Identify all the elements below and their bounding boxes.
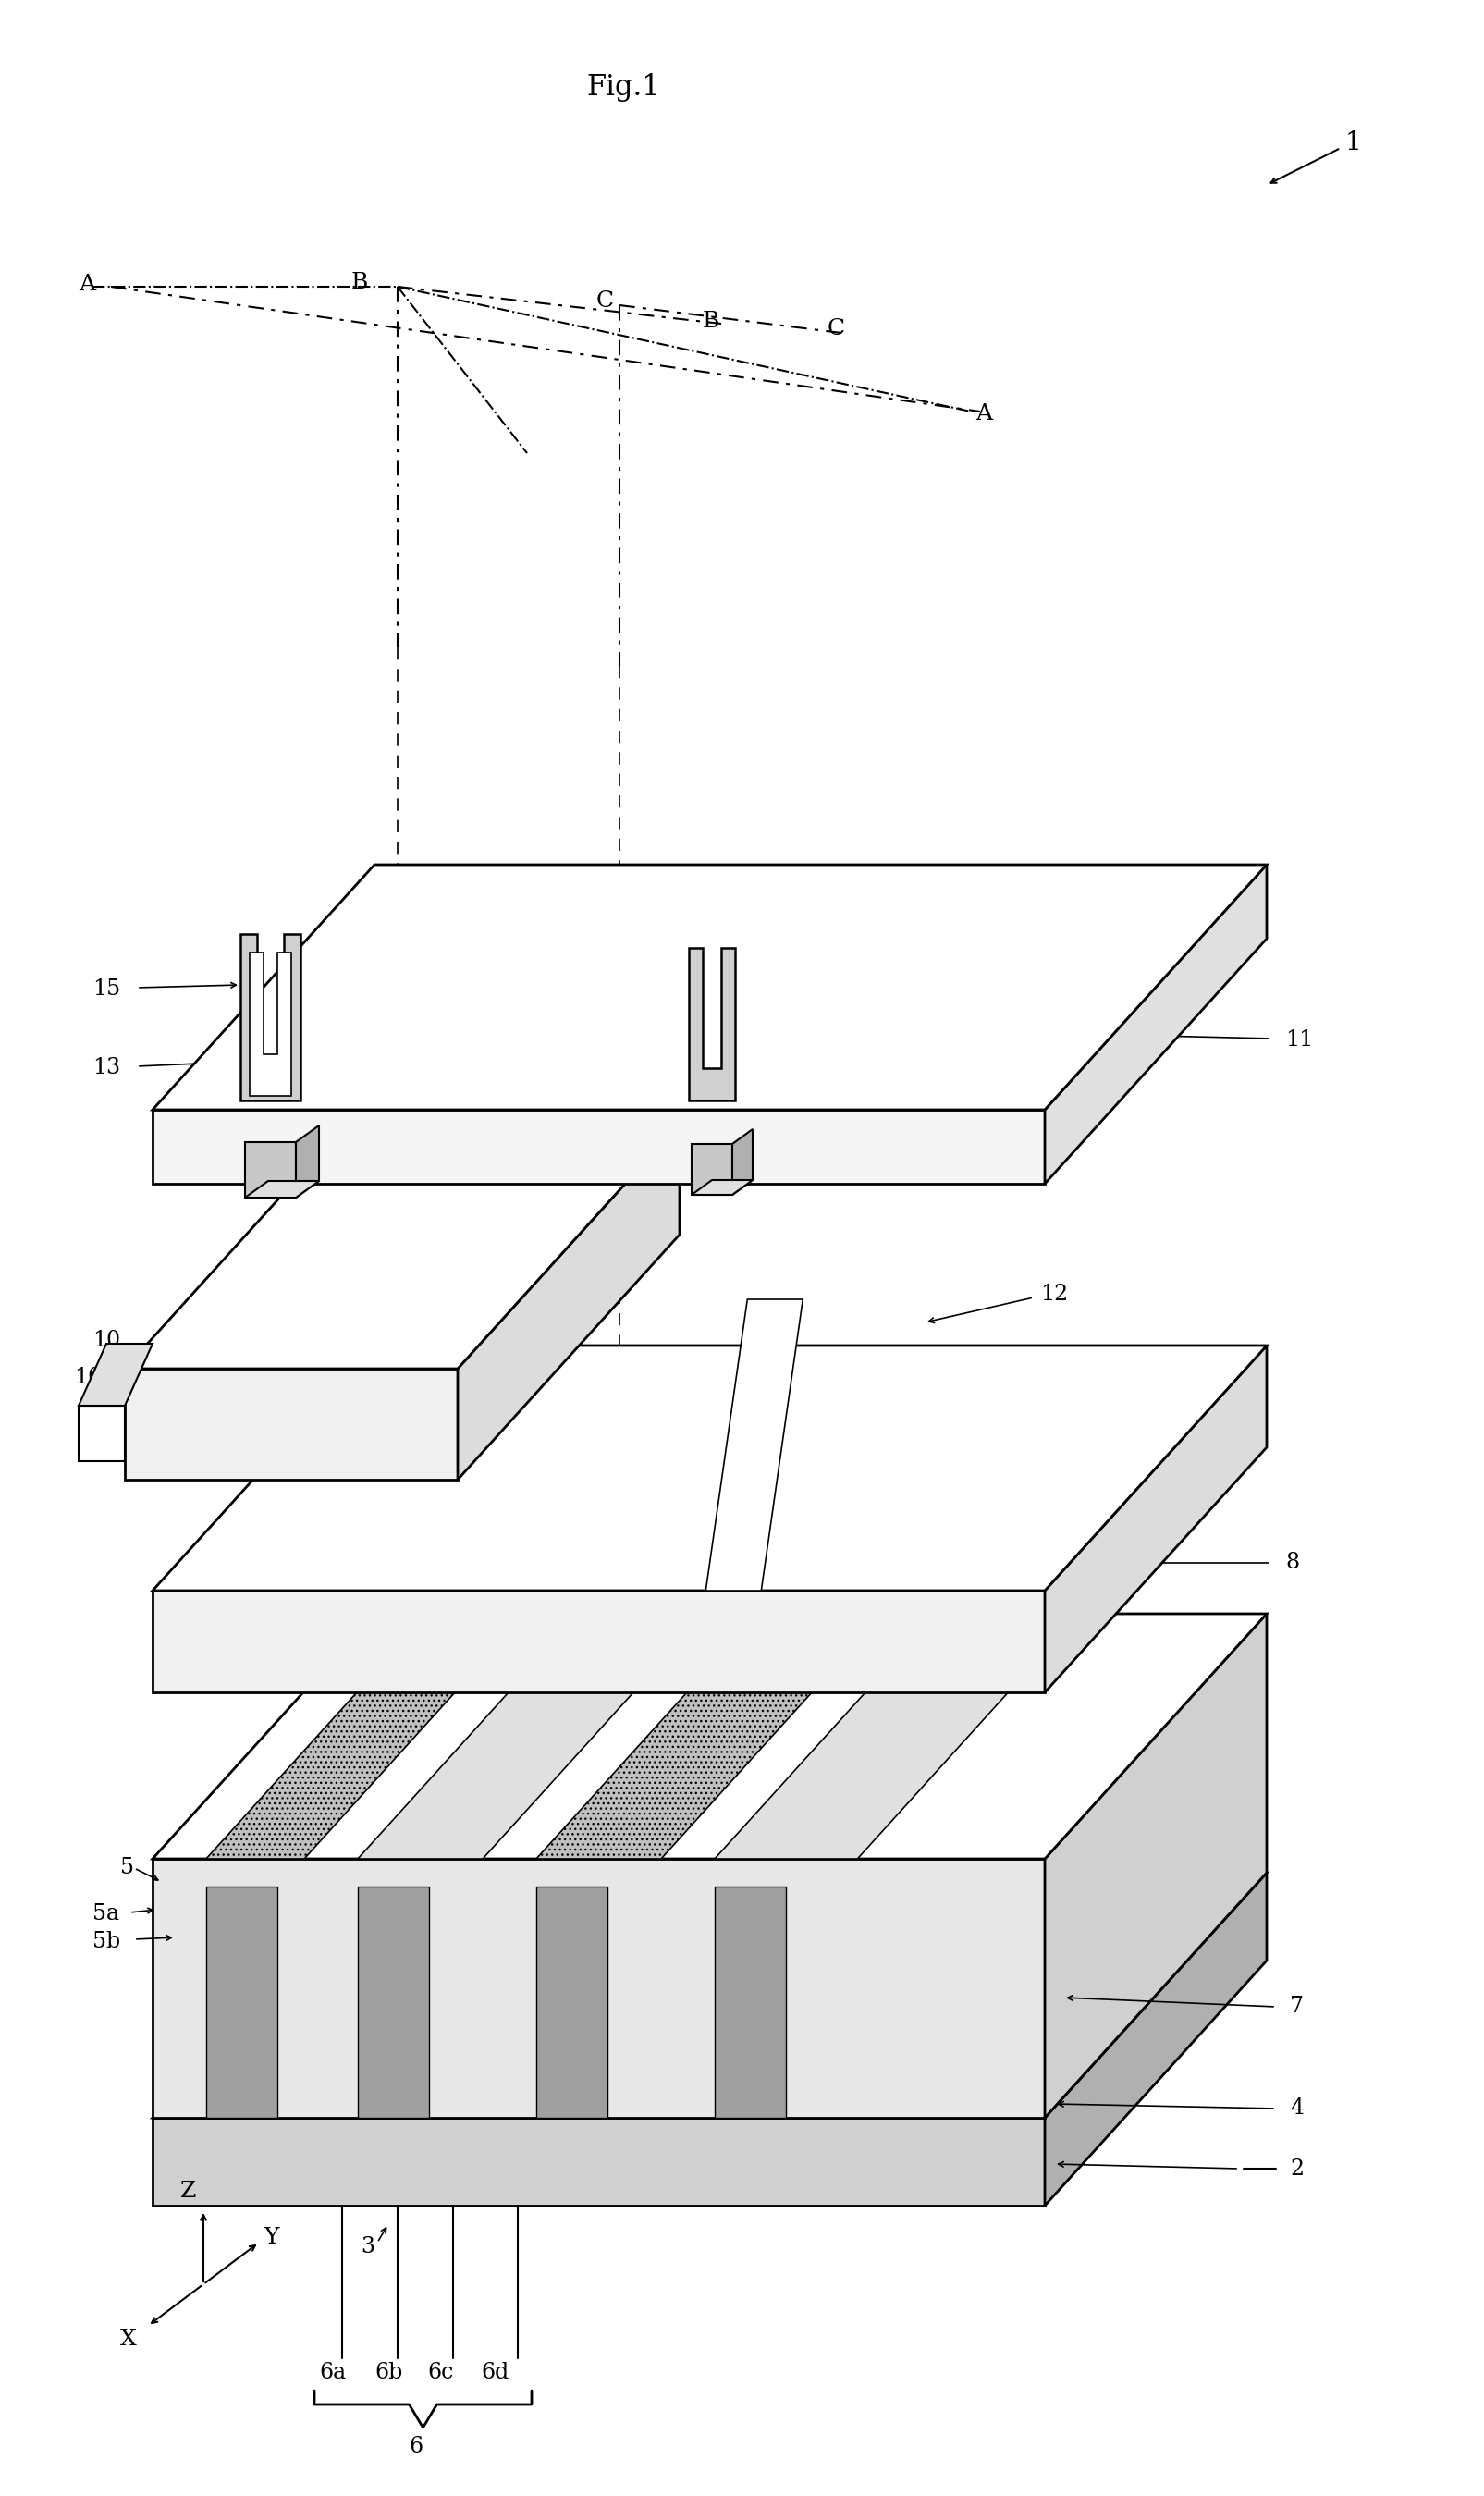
Text: A: A bbox=[975, 404, 991, 424]
Polygon shape bbox=[153, 2117, 1045, 2206]
Text: 11: 11 bbox=[1285, 1031, 1312, 1051]
Polygon shape bbox=[358, 1887, 429, 2117]
Polygon shape bbox=[295, 1126, 319, 1198]
Text: 9y: 9y bbox=[822, 1505, 849, 1528]
Polygon shape bbox=[536, 1615, 883, 1860]
Polygon shape bbox=[1045, 864, 1266, 1183]
Text: 5b: 5b bbox=[92, 1932, 120, 1952]
Text: 6: 6 bbox=[408, 2436, 423, 2456]
Text: 3: 3 bbox=[361, 2236, 374, 2259]
Text: 5d: 5d bbox=[332, 1802, 361, 1822]
Polygon shape bbox=[240, 934, 300, 1101]
Polygon shape bbox=[249, 953, 291, 1096]
Text: 9x: 9x bbox=[804, 1597, 830, 1620]
Polygon shape bbox=[153, 1345, 1266, 1590]
Text: 9: 9 bbox=[879, 1562, 892, 1582]
Polygon shape bbox=[206, 1615, 525, 1860]
Polygon shape bbox=[245, 1181, 319, 1198]
Text: Z: Z bbox=[180, 2182, 196, 2201]
Polygon shape bbox=[536, 1887, 607, 2117]
Text: A: A bbox=[79, 275, 95, 295]
Text: Fig.1: Fig.1 bbox=[586, 72, 660, 102]
Polygon shape bbox=[692, 1181, 752, 1196]
Text: C: C bbox=[827, 319, 844, 339]
Polygon shape bbox=[358, 1615, 705, 1860]
Polygon shape bbox=[79, 1405, 125, 1460]
Text: 4: 4 bbox=[1290, 2097, 1303, 2119]
Polygon shape bbox=[732, 1128, 752, 1196]
Polygon shape bbox=[125, 1123, 680, 1368]
Text: C: C bbox=[597, 292, 614, 312]
Text: 7: 7 bbox=[1290, 1997, 1303, 2017]
Text: 10: 10 bbox=[92, 1330, 120, 1350]
Polygon shape bbox=[153, 1590, 1045, 1692]
Text: 6c: 6c bbox=[427, 2361, 453, 2384]
Text: X: X bbox=[120, 2329, 137, 2351]
Polygon shape bbox=[125, 1368, 457, 1480]
Polygon shape bbox=[714, 1615, 1079, 1860]
Text: 5c: 5c bbox=[258, 1807, 285, 1827]
Text: 6d: 6d bbox=[481, 2361, 509, 2384]
Polygon shape bbox=[206, 1887, 278, 2117]
Text: 5: 5 bbox=[120, 1857, 134, 1879]
Text: 10y: 10y bbox=[341, 1270, 383, 1290]
Text: 12: 12 bbox=[1039, 1283, 1067, 1305]
Polygon shape bbox=[153, 1860, 1045, 2117]
Text: 10x: 10x bbox=[74, 1368, 114, 1388]
Text: 5a: 5a bbox=[92, 1904, 119, 1924]
Polygon shape bbox=[1045, 1872, 1266, 2206]
Text: 6b: 6b bbox=[374, 2361, 402, 2384]
Polygon shape bbox=[245, 1143, 295, 1198]
Polygon shape bbox=[1045, 1615, 1266, 2117]
Polygon shape bbox=[79, 1343, 153, 1405]
Polygon shape bbox=[692, 1143, 732, 1196]
Text: B: B bbox=[702, 312, 720, 332]
Polygon shape bbox=[153, 1615, 1266, 1860]
Polygon shape bbox=[153, 1872, 1266, 2117]
Polygon shape bbox=[714, 1887, 785, 2117]
Text: 1: 1 bbox=[1345, 130, 1361, 155]
Polygon shape bbox=[153, 864, 1266, 1111]
Text: 14: 14 bbox=[868, 1038, 896, 1061]
Text: 13: 13 bbox=[92, 1058, 120, 1078]
Text: 6a: 6a bbox=[319, 2361, 346, 2384]
Polygon shape bbox=[1045, 1345, 1266, 1692]
Text: 8: 8 bbox=[1285, 1553, 1298, 1572]
Polygon shape bbox=[689, 948, 735, 1101]
Polygon shape bbox=[457, 1123, 680, 1480]
Text: B: B bbox=[352, 272, 368, 292]
Polygon shape bbox=[153, 1111, 1045, 1183]
Polygon shape bbox=[705, 1300, 803, 1590]
Text: 15: 15 bbox=[92, 978, 120, 1001]
Text: Y: Y bbox=[263, 2226, 279, 2249]
Text: 2: 2 bbox=[1290, 2159, 1303, 2179]
